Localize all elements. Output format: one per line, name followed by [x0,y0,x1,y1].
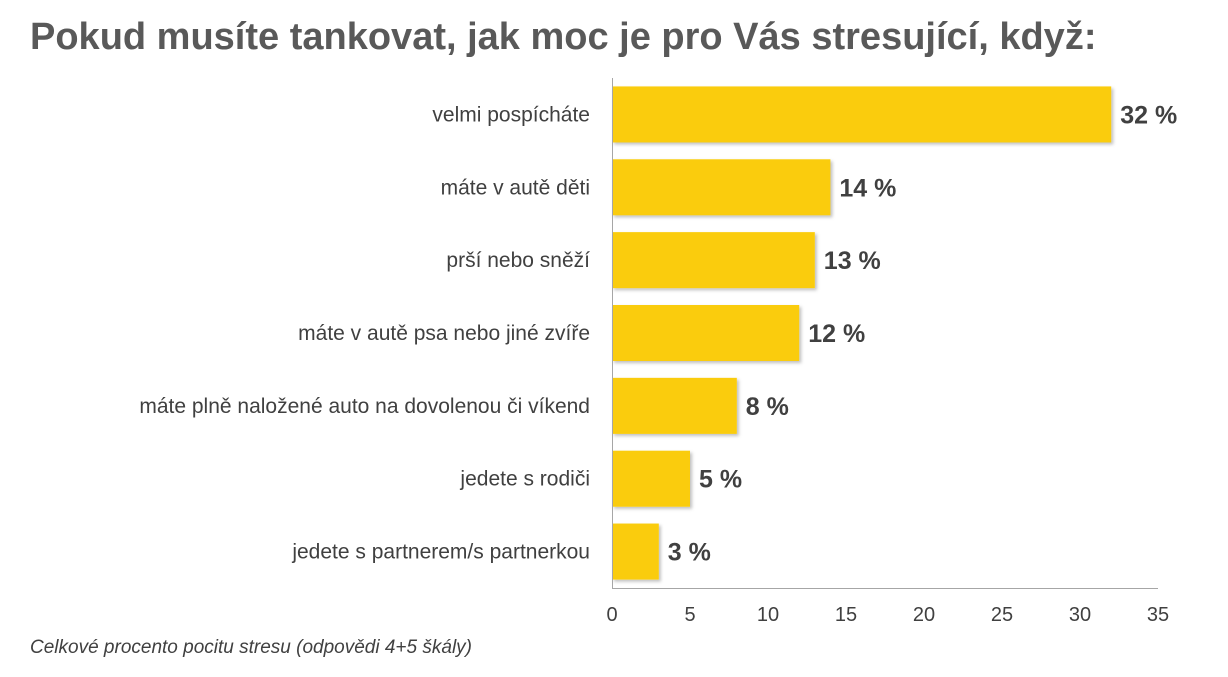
bar [612,377,737,434]
value-label: 14 % [839,174,896,202]
x-tick-labels: 0 5 10 15 20 25 30 35 [606,604,1169,626]
category-label: velmi pospícháte [432,103,590,126]
x-tick-label: 35 [1147,604,1169,626]
x-tick-label: 30 [1069,604,1091,626]
value-label: 3 % [668,539,711,567]
value-label: 13 % [824,247,881,275]
x-tick-label: 25 [991,604,1013,626]
x-tick-label: 15 [835,604,857,626]
value-label: 32 % [1120,101,1177,129]
bar [612,450,690,507]
bar [612,232,815,289]
x-tick-label: 5 [684,604,695,626]
value-label: 12 % [808,320,865,348]
category-label: jedete s rodiči [459,468,590,491]
x-tick-label: 0 [606,604,617,626]
chart-footnote: Celkové procento pocitu stresu (odpovědi… [30,637,472,658]
bar [612,305,800,361]
bar [612,159,831,216]
value-label: 8 % [746,393,789,421]
chart-title: Pokud musíte tankovat, jak moc je pro Vá… [30,16,1097,58]
category-label: prší nebo sněží [446,249,590,272]
value-label: 5 % [699,466,742,494]
category-label: jedete s partnerem/s partnerkou [291,541,590,564]
value-labels: 32 % 14 % 13 % 12 % 8 % 5 % 3 % [668,101,1177,566]
axes [612,78,1158,589]
bar-group [612,86,1112,580]
category-label: máte v autě děti [441,176,590,199]
x-tick-label: 10 [757,604,779,626]
category-label: máte plně naložené auto na dovolenou či … [139,395,590,418]
category-labels: velmi pospícháte máte v autě děti prší neb… [139,103,590,563]
bar [612,86,1112,143]
x-tick-label: 20 [913,604,935,626]
category-label: máte v autě psa nebo jiné zvíře [298,322,590,345]
bar [612,523,659,580]
